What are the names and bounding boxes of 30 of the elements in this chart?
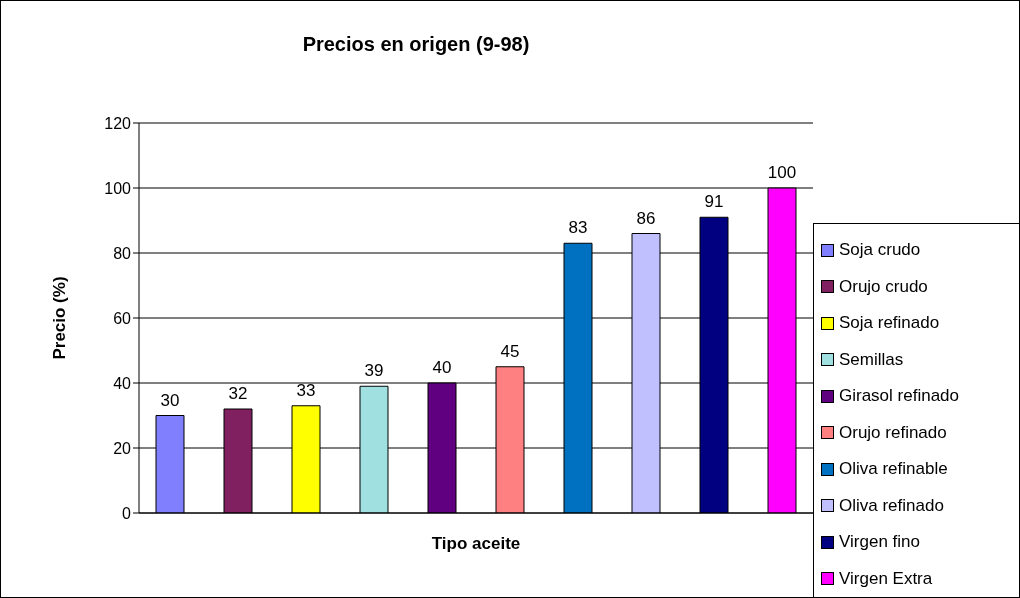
data-label: 45 (500, 341, 520, 361)
legend-label: Soja crudo (839, 240, 921, 261)
data-label: 39 (364, 361, 384, 381)
legend-label: Semillas (839, 349, 904, 370)
data-label: 30 (160, 390, 180, 410)
data-label: 100 (767, 163, 797, 182)
y-axis-title: Precio (%) (50, 276, 70, 360)
y-tick-label: 100 (104, 179, 132, 197)
legend-label: Orujo refinado (839, 422, 947, 443)
legend-label: Soja refinado (839, 313, 940, 334)
data-label: 33 (296, 380, 316, 400)
legend-label: Oliva refinado (839, 495, 944, 516)
data-label: 40 (432, 358, 452, 377)
legend-label: Orujo crudo (839, 276, 928, 297)
y-tick-label: 40 (113, 374, 132, 392)
x-axis-title: Tipo aceite (431, 534, 521, 553)
data-label: 86 (636, 208, 656, 228)
y-tick-label: 120 (104, 114, 132, 132)
y-tick-label: 0 (122, 504, 132, 522)
legend-label: Girasol refinado (839, 386, 960, 407)
y-tick-label: 60 (113, 309, 132, 327)
data-label: 32 (228, 384, 248, 403)
legend-label: Virgen fino (839, 532, 920, 553)
legend-label: Virgen Extra (839, 568, 933, 589)
chart-title: Precios en origen (9-98) (301, 33, 531, 56)
data-label: 91 (704, 192, 724, 212)
data-label: 83 (568, 218, 588, 238)
y-tick-label: 20 (113, 439, 132, 457)
legend-label: Oliva refinable (839, 459, 948, 480)
y-tick-label: 80 (113, 244, 132, 262)
